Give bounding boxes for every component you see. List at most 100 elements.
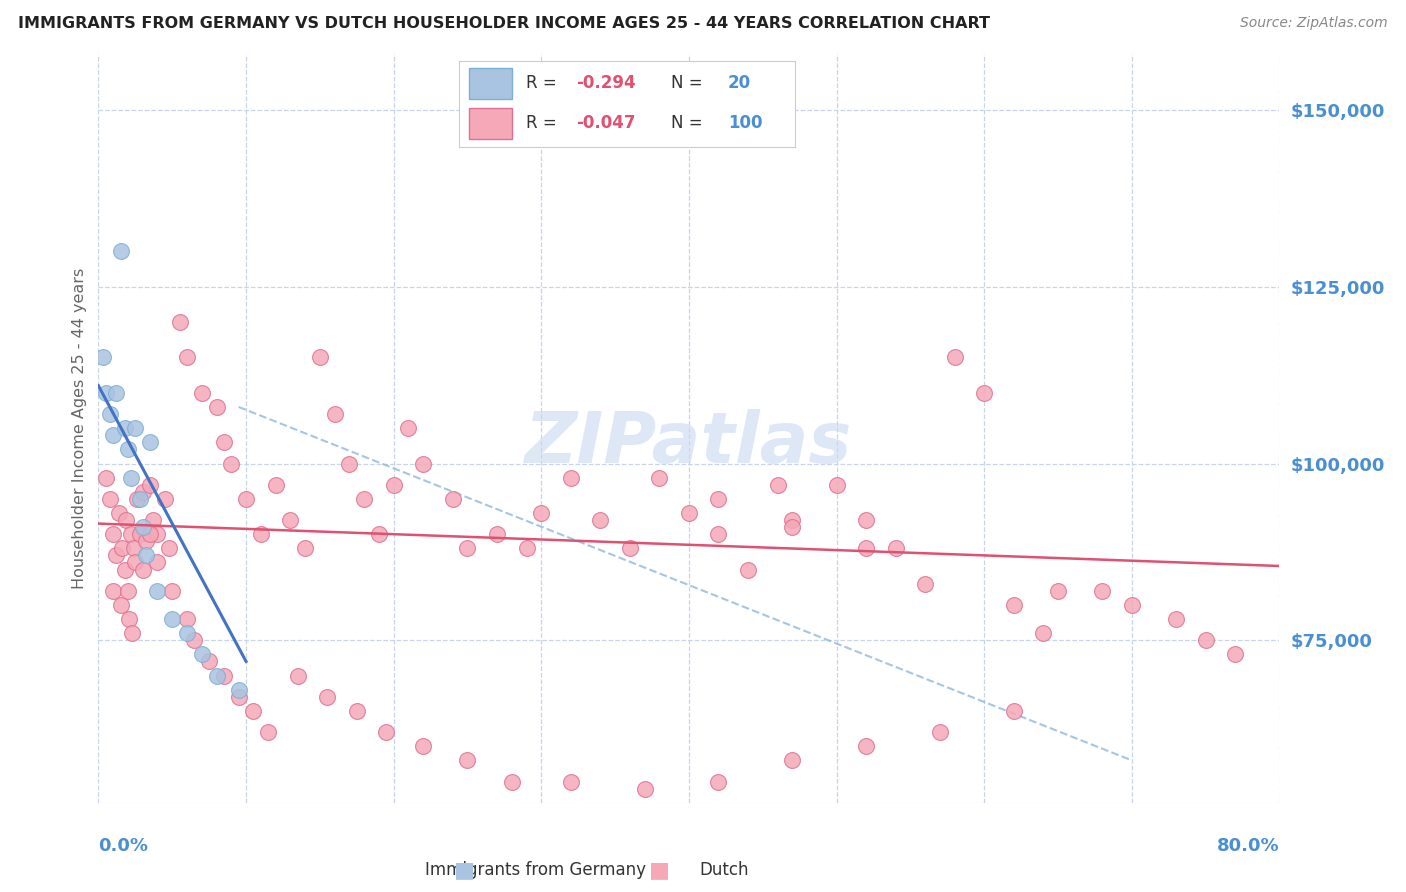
Point xyxy=(1047,583,1070,598)
Point xyxy=(457,753,479,767)
Point xyxy=(198,655,221,669)
Point xyxy=(125,491,148,506)
Point xyxy=(250,527,273,541)
Point xyxy=(94,470,117,484)
Point xyxy=(108,506,131,520)
Point xyxy=(353,491,375,506)
Point xyxy=(176,612,198,626)
Point xyxy=(316,690,339,704)
Point xyxy=(707,491,730,506)
Point xyxy=(560,470,582,484)
Point xyxy=(98,407,121,421)
Y-axis label: Householder Income Ages 25 - 44 years: Householder Income Ages 25 - 44 years xyxy=(72,268,87,589)
Point xyxy=(1091,583,1114,598)
Point xyxy=(1225,648,1247,662)
Point xyxy=(122,541,145,556)
Point xyxy=(707,774,730,789)
Point xyxy=(205,400,228,414)
Point xyxy=(235,491,257,506)
Point xyxy=(242,704,264,718)
Point xyxy=(110,244,132,259)
Point xyxy=(162,583,183,598)
Point xyxy=(1166,612,1188,626)
Point xyxy=(228,682,250,697)
Text: ■: ■ xyxy=(454,860,475,880)
Point xyxy=(212,435,235,450)
Point xyxy=(382,477,405,491)
Point xyxy=(323,407,346,421)
Point xyxy=(118,612,141,626)
Point xyxy=(589,513,612,527)
Point xyxy=(782,520,804,534)
Point xyxy=(648,470,671,484)
Point xyxy=(287,668,309,682)
Point xyxy=(228,690,250,704)
Point xyxy=(501,774,523,789)
Point xyxy=(678,506,700,520)
Point xyxy=(128,491,150,506)
Point xyxy=(205,668,228,682)
Point xyxy=(114,562,136,576)
Point xyxy=(132,484,155,499)
Point xyxy=(146,583,169,598)
Point xyxy=(183,633,205,648)
Text: IMMIGRANTS FROM GERMANY VS DUTCH HOUSEHOLDER INCOME AGES 25 - 44 YEARS CORRELATI: IMMIGRANTS FROM GERMANY VS DUTCH HOUSEHO… xyxy=(18,16,990,31)
Point xyxy=(191,385,214,400)
Point xyxy=(973,385,995,400)
Point xyxy=(117,583,139,598)
Point xyxy=(115,513,138,527)
Point xyxy=(412,457,434,471)
Text: ZIPatlas: ZIPatlas xyxy=(526,409,852,477)
Point xyxy=(169,315,191,329)
Point xyxy=(111,541,134,556)
Point xyxy=(294,541,316,556)
Point xyxy=(825,477,848,491)
Point xyxy=(1195,633,1218,648)
Point xyxy=(737,562,759,576)
Point xyxy=(280,513,302,527)
Point xyxy=(855,513,877,527)
Point xyxy=(142,513,165,527)
Point xyxy=(117,442,139,457)
Point xyxy=(103,527,125,541)
Point xyxy=(153,491,176,506)
Point xyxy=(128,527,150,541)
Point xyxy=(530,506,553,520)
Point xyxy=(191,648,214,662)
Point xyxy=(398,421,420,435)
Point xyxy=(619,541,641,556)
Point xyxy=(855,739,877,754)
Text: Immigrants from Germany: Immigrants from Germany xyxy=(425,862,645,880)
Point xyxy=(146,527,169,541)
Point xyxy=(103,428,125,442)
Point xyxy=(132,520,155,534)
Text: 80.0%: 80.0% xyxy=(1216,837,1279,855)
Point xyxy=(486,527,509,541)
Point xyxy=(1121,598,1143,612)
Point xyxy=(176,351,198,365)
Point xyxy=(110,598,132,612)
Point xyxy=(124,556,146,570)
Point xyxy=(1032,626,1054,640)
Point xyxy=(375,725,398,739)
Point xyxy=(1002,704,1025,718)
Point xyxy=(94,385,117,400)
Point xyxy=(1002,598,1025,612)
Point xyxy=(139,435,162,450)
Point xyxy=(135,549,157,563)
Point xyxy=(339,457,361,471)
Point xyxy=(139,527,162,541)
Point xyxy=(124,421,146,435)
Point xyxy=(929,725,952,739)
Text: 0.0%: 0.0% xyxy=(98,837,149,855)
Point xyxy=(121,626,143,640)
Text: ■: ■ xyxy=(650,860,669,880)
Point xyxy=(146,556,169,570)
Point xyxy=(257,725,280,739)
Point xyxy=(105,549,128,563)
Point xyxy=(162,612,183,626)
Point xyxy=(309,351,332,365)
Point xyxy=(943,351,966,365)
Point xyxy=(346,704,368,718)
Point xyxy=(157,541,180,556)
